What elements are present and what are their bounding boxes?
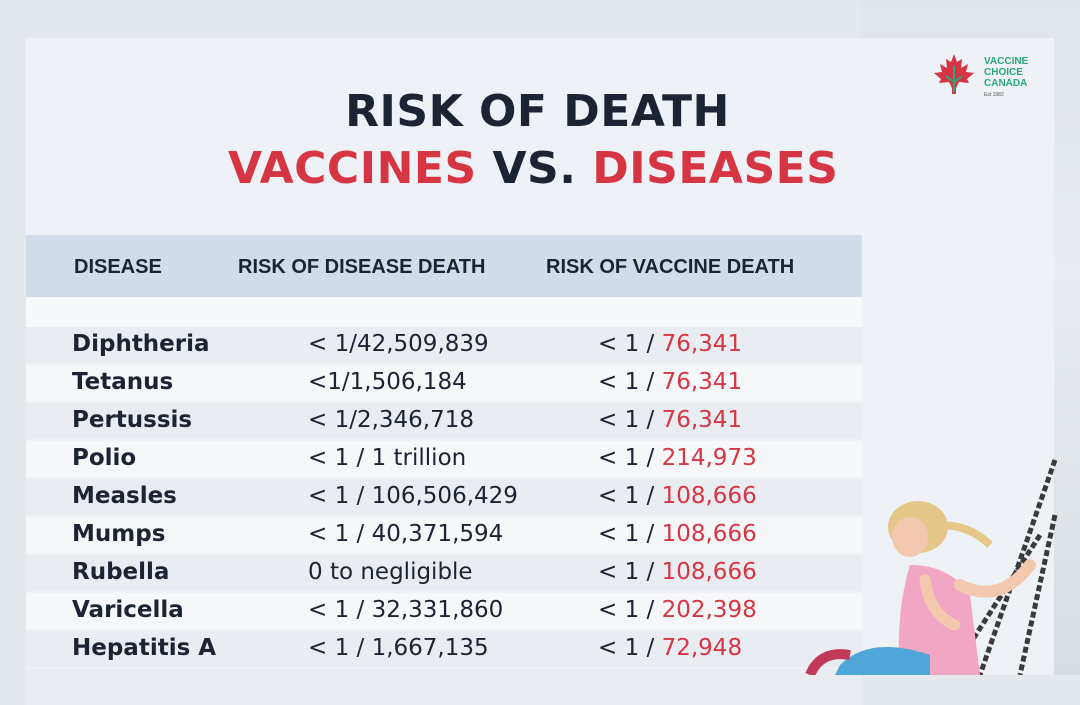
vaccine-risk-value: 108,666 [661,521,757,547]
table-row: Tetanus <1/1,506,184 < 1 / 76,341 [26,365,862,401]
vaccine-death-risk: < 1 / 214,973 [598,445,757,471]
disease-name: Hepatitis A [72,635,217,661]
disease-death-risk: < 1 / 106,506,429 [308,483,518,509]
logo-line1: VACCINE [984,56,1029,67]
vaccine-death-risk: < 1 / 76,341 [598,407,742,433]
vaccine-risk-prefix: < 1 / [598,559,662,585]
vaccine-death-risk: < 1 / 76,341 [598,331,742,357]
vaccine-risk-prefix: < 1 / [598,483,662,509]
disease-name: Rubella [72,559,170,585]
disease-name: Tetanus [72,369,174,395]
logo-text: VACCINE CHOICE CANADA [984,56,1028,89]
disease-death-risk: <1/1,506,184 [308,369,467,395]
disease-name: Measles [72,483,177,509]
vaccine-death-risk: < 1 / 76,341 [598,369,742,395]
disease-name: Mumps [72,521,166,547]
logo-line2: CHOICE [984,67,1023,78]
disease-name: Pertussis [72,407,193,433]
vaccine-risk-prefix: < 1 / [598,369,662,395]
vaccine-risk-prefix: < 1 / [598,635,662,661]
header-vaccine-risk: RISK OF VACCINE DEATH [546,256,795,278]
table-row: Mumps < 1 / 40,371,594 < 1 / 108,666 [26,517,862,553]
vaccine-risk-value: 214,973 [661,445,757,471]
vaccine-choice-canada-logo: VACCINE CHOICE CANADA Est 1982 [930,52,1050,102]
header-disease-risk: RISK OF DISEASE DEATH [238,256,486,278]
disease-death-risk: < 1 / 1,667,135 [308,635,489,661]
disease-death-risk: < 1 / 1 trillion [308,445,467,471]
vaccine-death-risk: < 1 / 108,666 [598,559,757,585]
subtitle-vaccines: VACCINES [228,143,477,194]
vaccine-risk-prefix: < 1 / [598,597,662,623]
subtitle-diseases: DISEASES [592,143,839,194]
disease-death-risk: 0 to negligible [308,559,473,585]
table-row: Varicella < 1 / 32,331,860 < 1 / 202,398 [26,593,862,629]
main-title: RISK OF DEATH [345,86,730,137]
vaccine-risk-prefix: < 1 / [598,331,662,357]
disease-death-risk: < 1/2,346,718 [308,407,475,433]
subtitle-vs: VS. [492,143,577,194]
table-row: Polio < 1 / 1 trillion < 1 / 214,973 [26,441,862,477]
vaccine-risk-value: 202,398 [661,597,757,623]
vaccine-risk-value: 108,666 [661,483,757,509]
vaccine-death-risk: < 1 / 72,948 [598,635,742,661]
disease-death-risk: < 1 / 32,331,860 [308,597,504,623]
disease-name: Varicella [72,597,184,623]
vaccine-death-risk: < 1 / 108,666 [598,521,757,547]
vaccine-risk-value: 72,948 [661,635,743,661]
vaccine-risk-prefix: < 1 / [598,521,662,547]
vaccine-risk-value: 76,341 [661,331,743,357]
subtitle: VACCINES VS. DISEASES [228,143,838,194]
header-disease: DISEASE [74,256,162,278]
vaccine-risk-value: 76,341 [661,369,743,395]
vaccine-death-risk: < 1 / 202,398 [598,597,757,623]
table-row: Measles < 1 / 106,506,429 < 1 / 108,666 [26,479,862,515]
disease-name: Diphtheria [72,331,210,357]
table-row: Hepatitis A < 1 / 1,667,135 < 1 / 72,948 [26,631,862,667]
disease-death-risk: < 1/42,509,839 [308,331,489,357]
table-row-partial [26,669,862,705]
logo-established: Est 1982 [984,92,1004,98]
logo-line3: CANADA [984,78,1028,89]
table-row: Rubella 0 to negligible < 1 / 108,666 [26,555,862,591]
vaccine-death-risk: < 1 / 108,666 [598,483,757,509]
vaccine-risk-prefix: < 1 / [598,407,662,433]
maple-leaf-icon [934,54,974,94]
table-header [26,235,862,297]
disease-name: Polio [72,445,137,471]
vaccine-risk-prefix: < 1 / [598,445,662,471]
table-row: Diphtheria < 1/42,509,839 < 1 / 76,341 [26,327,862,363]
disease-death-risk: < 1 / 40,371,594 [308,521,504,547]
vaccine-risk-value: 108,666 [661,559,757,585]
table-row: Pertussis < 1/2,346,718 < 1 / 76,341 [26,403,862,439]
vaccine-risk-value: 76,341 [661,407,743,433]
table-spacer [26,297,862,327]
child-on-swing-image [805,459,1058,675]
